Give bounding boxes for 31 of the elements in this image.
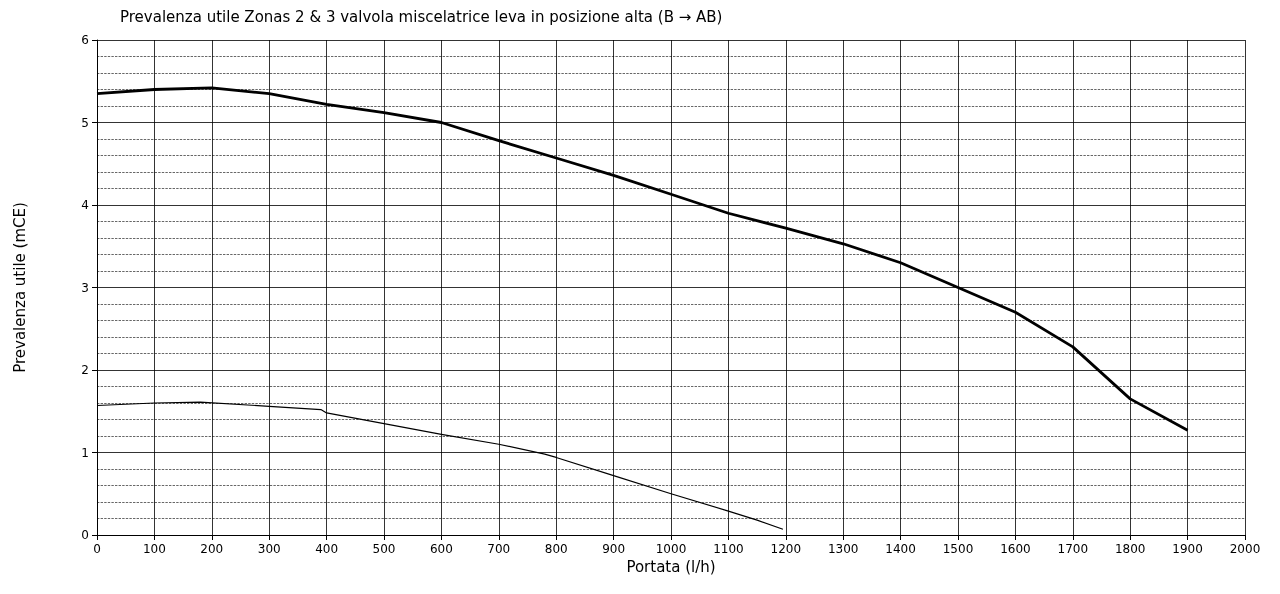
x-tick-label: 600 bbox=[429, 542, 453, 556]
x-tick-label: 1400 bbox=[885, 542, 916, 556]
y-tick-label: 2 bbox=[81, 363, 89, 377]
x-tick-label: 1000 bbox=[655, 542, 687, 556]
x-tick-label: 400 bbox=[315, 542, 339, 556]
x-tick-label: 1600 bbox=[1000, 542, 1031, 556]
x-tick-label: 1200 bbox=[770, 542, 802, 556]
x-tick-label: 1100 bbox=[713, 542, 744, 556]
x-tick-label: 0 bbox=[93, 542, 101, 556]
x-tick-label: 500 bbox=[372, 542, 396, 556]
x-tick-label: 800 bbox=[544, 542, 568, 556]
x-tick-label: 1300 bbox=[827, 542, 859, 556]
chart-title: Prevalenza utile Zonas 2 & 3 valvola miscelatrice leva in posizione alta (B → AB) bbox=[120, 7, 723, 26]
y-tick-label: 0 bbox=[81, 528, 89, 542]
x-tick-label: 200 bbox=[200, 542, 224, 556]
y-tick-label: 1 bbox=[81, 445, 89, 460]
x-tick-label: 1900 bbox=[1172, 542, 1203, 556]
x-tick-label: 900 bbox=[602, 542, 626, 556]
x-tick-label: 700 bbox=[487, 542, 511, 556]
x-tick-label: 100 bbox=[142, 542, 166, 556]
x-tick-label: 300 bbox=[257, 542, 281, 556]
x-axis-title: Portata (l/h) bbox=[626, 558, 716, 577]
x-tick-label: 1700 bbox=[1057, 542, 1089, 556]
x-tick-label: 1500 bbox=[942, 542, 974, 556]
x-tick-label: 1800 bbox=[1114, 542, 1146, 556]
y-tick-label: 5 bbox=[81, 115, 89, 130]
y-tick-label: 3 bbox=[81, 280, 89, 295]
y-tick-label: 6 bbox=[81, 33, 89, 47]
y-tick-label: 4 bbox=[81, 198, 89, 212]
x-tick-label: 2000 bbox=[1229, 542, 1261, 556]
y-axis-title: Prevalenza utile (mCE) bbox=[10, 202, 29, 373]
